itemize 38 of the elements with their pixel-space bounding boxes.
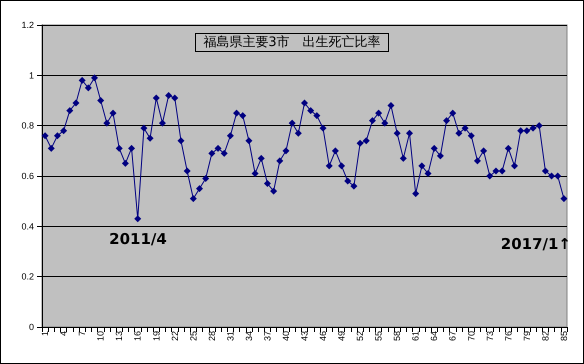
x-tick-label: 85 [558, 331, 569, 342]
x-tick-label: 22 [170, 331, 180, 342]
y-tick-label: 0.4 [21, 221, 34, 232]
text: 福島県主要3市 出生死亡比率 [203, 34, 381, 50]
y-tick-label: 1 [28, 70, 34, 80]
x-tick-label: 67 [448, 331, 458, 342]
x-tick-label: 46 [318, 331, 328, 342]
x-tick-label: 1 [40, 331, 50, 336]
x-tick-label: 34 [244, 331, 254, 342]
x-tick-label: 64 [429, 331, 440, 342]
annotation: 2017/1↑ [500, 235, 571, 253]
y-tick-label: 1.2 [21, 20, 34, 30]
x-tick-label: 73 [484, 331, 495, 342]
x-tick-label: 76 [503, 331, 514, 342]
x-tick-label: 58 [392, 331, 402, 342]
x-tick-label: 52 [355, 331, 366, 342]
x-tick-label: 55 [374, 331, 384, 342]
x-tick-label: 16 [132, 331, 143, 342]
y-tick-label: 0.2 [21, 272, 34, 282]
x-tick-label: 10 [96, 331, 106, 342]
y-tick-label: 0.8 [21, 120, 34, 131]
x-tick-label: 28 [206, 331, 217, 342]
x-tick-label: 19 [151, 331, 162, 342]
y-tick-label: 0.6 [21, 171, 34, 181]
x-tick-label: 79 [522, 331, 532, 342]
x-tick-label: 61 [410, 331, 421, 342]
x-tick-label: 4 [58, 331, 69, 336]
x-tick-label: 40 [280, 331, 291, 342]
x-tick-label: 70 [466, 331, 476, 342]
x-tick-label: 43 [300, 331, 310, 342]
x-tick-label: 31 [225, 331, 236, 342]
y-tick-label: 0 [28, 322, 34, 332]
x-tick-label: 49 [336, 331, 347, 342]
annotation: 2011/4 [109, 230, 167, 248]
x-tick-label: 13 [114, 331, 124, 342]
x-tick-label: 25 [188, 331, 198, 342]
x-tick-label: 82 [540, 331, 550, 342]
x-tick-label: 37 [262, 331, 272, 342]
